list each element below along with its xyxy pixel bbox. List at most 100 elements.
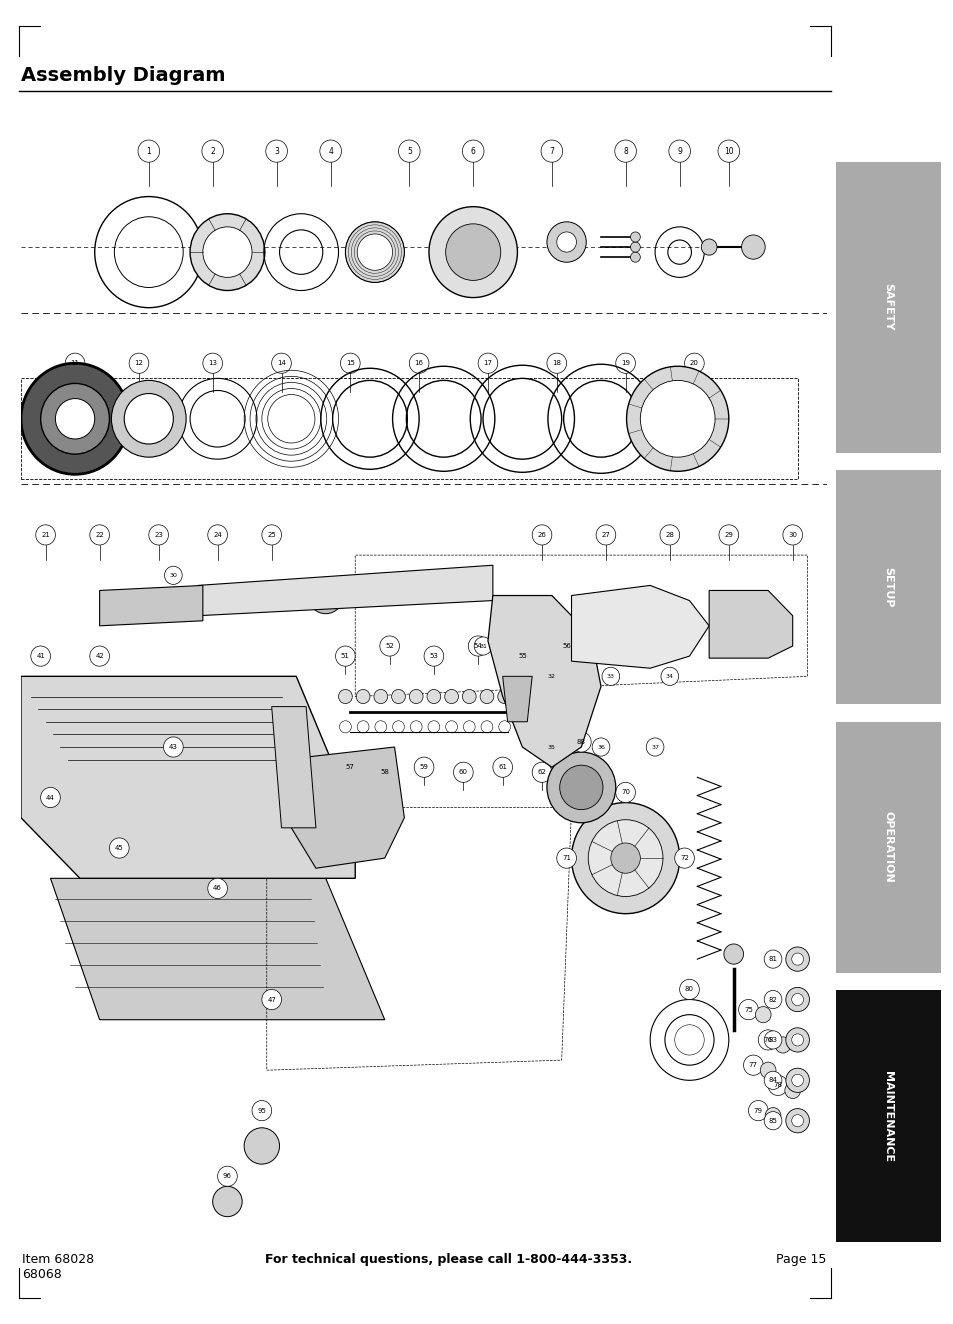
Text: 35: 35 bbox=[547, 744, 556, 749]
Text: 9: 9 bbox=[677, 147, 681, 156]
Text: 47: 47 bbox=[267, 997, 275, 1002]
Circle shape bbox=[645, 737, 663, 756]
Circle shape bbox=[758, 1030, 777, 1050]
Text: Page 15: Page 15 bbox=[775, 1253, 825, 1266]
Text: Item 68028
68068: Item 68028 68068 bbox=[22, 1253, 94, 1280]
Circle shape bbox=[190, 213, 265, 290]
Text: 18: 18 bbox=[552, 360, 560, 367]
Circle shape bbox=[208, 878, 227, 899]
Text: 20: 20 bbox=[689, 360, 699, 367]
Text: 84: 84 bbox=[768, 1078, 777, 1083]
Text: 4: 4 bbox=[328, 147, 333, 156]
Circle shape bbox=[41, 788, 60, 808]
Circle shape bbox=[129, 354, 149, 373]
Text: 56: 56 bbox=[561, 643, 571, 649]
Text: 95: 95 bbox=[257, 1108, 266, 1113]
Text: 24: 24 bbox=[213, 532, 222, 538]
Circle shape bbox=[782, 524, 801, 545]
Bar bbox=[835, 990, 940, 1242]
Circle shape bbox=[462, 140, 483, 163]
Text: 2: 2 bbox=[210, 147, 214, 156]
Circle shape bbox=[588, 820, 662, 896]
Text: 28: 28 bbox=[664, 532, 674, 538]
Circle shape bbox=[700, 240, 717, 256]
Text: 41: 41 bbox=[36, 653, 45, 659]
Circle shape bbox=[202, 140, 223, 163]
Text: 11: 11 bbox=[71, 360, 79, 367]
Text: 13: 13 bbox=[208, 360, 217, 367]
Text: 27: 27 bbox=[600, 532, 610, 538]
Text: 62: 62 bbox=[537, 769, 546, 776]
Text: 75: 75 bbox=[743, 1006, 752, 1013]
Polygon shape bbox=[272, 707, 315, 828]
Circle shape bbox=[630, 232, 639, 242]
Text: 25: 25 bbox=[267, 532, 275, 538]
Circle shape bbox=[542, 667, 560, 686]
Text: 29: 29 bbox=[723, 532, 733, 538]
Text: 77: 77 bbox=[748, 1062, 757, 1068]
Circle shape bbox=[542, 737, 560, 756]
Circle shape bbox=[468, 636, 487, 657]
Circle shape bbox=[785, 1027, 808, 1053]
Text: 59: 59 bbox=[419, 764, 428, 771]
Bar bbox=[835, 470, 940, 704]
Circle shape bbox=[391, 690, 405, 703]
Circle shape bbox=[763, 990, 781, 1009]
Circle shape bbox=[546, 222, 586, 262]
Circle shape bbox=[429, 207, 517, 298]
Circle shape bbox=[764, 1108, 781, 1124]
Polygon shape bbox=[571, 585, 708, 669]
Circle shape bbox=[445, 720, 457, 733]
Circle shape bbox=[355, 690, 370, 703]
Text: 42: 42 bbox=[95, 653, 104, 659]
Circle shape bbox=[684, 354, 703, 373]
Text: 55: 55 bbox=[517, 653, 526, 659]
Text: 57: 57 bbox=[346, 764, 355, 771]
Circle shape bbox=[244, 1128, 279, 1164]
Circle shape bbox=[774, 1037, 790, 1053]
Circle shape bbox=[738, 1000, 758, 1019]
Text: SAFETY: SAFETY bbox=[882, 283, 892, 331]
Circle shape bbox=[112, 380, 186, 457]
Circle shape bbox=[791, 1074, 802, 1087]
Circle shape bbox=[791, 993, 802, 1005]
Circle shape bbox=[356, 234, 393, 270]
Text: 96: 96 bbox=[223, 1173, 232, 1180]
Circle shape bbox=[540, 140, 562, 163]
Circle shape bbox=[763, 1071, 781, 1090]
Bar bbox=[835, 162, 940, 453]
Circle shape bbox=[479, 690, 494, 703]
Circle shape bbox=[427, 690, 440, 703]
Circle shape bbox=[308, 577, 343, 614]
Circle shape bbox=[164, 567, 182, 584]
Text: 22: 22 bbox=[95, 532, 104, 538]
Circle shape bbox=[571, 732, 591, 752]
Text: 51: 51 bbox=[340, 653, 350, 659]
Circle shape bbox=[723, 944, 742, 964]
Circle shape bbox=[785, 988, 808, 1012]
Text: 58: 58 bbox=[380, 769, 389, 776]
Text: 61: 61 bbox=[497, 764, 507, 771]
Circle shape bbox=[674, 847, 694, 869]
Text: 81: 81 bbox=[768, 956, 777, 963]
Circle shape bbox=[748, 1100, 767, 1120]
Text: 6: 6 bbox=[470, 147, 476, 156]
Circle shape bbox=[149, 524, 169, 545]
Circle shape bbox=[398, 140, 419, 163]
Circle shape bbox=[90, 646, 110, 666]
Circle shape bbox=[55, 399, 94, 440]
Circle shape bbox=[785, 1068, 808, 1092]
Text: 79: 79 bbox=[753, 1108, 762, 1113]
Circle shape bbox=[477, 354, 497, 373]
Circle shape bbox=[315, 585, 335, 605]
Text: 8: 8 bbox=[622, 147, 627, 156]
Text: 36: 36 bbox=[597, 744, 604, 749]
Text: 23: 23 bbox=[154, 532, 163, 538]
Circle shape bbox=[718, 140, 739, 163]
Circle shape bbox=[409, 690, 422, 703]
Circle shape bbox=[35, 524, 55, 545]
Circle shape bbox=[203, 226, 252, 277]
Text: 71: 71 bbox=[561, 855, 571, 861]
Bar bbox=[835, 722, 940, 973]
Text: Assembly Diagram: Assembly Diagram bbox=[21, 66, 225, 85]
